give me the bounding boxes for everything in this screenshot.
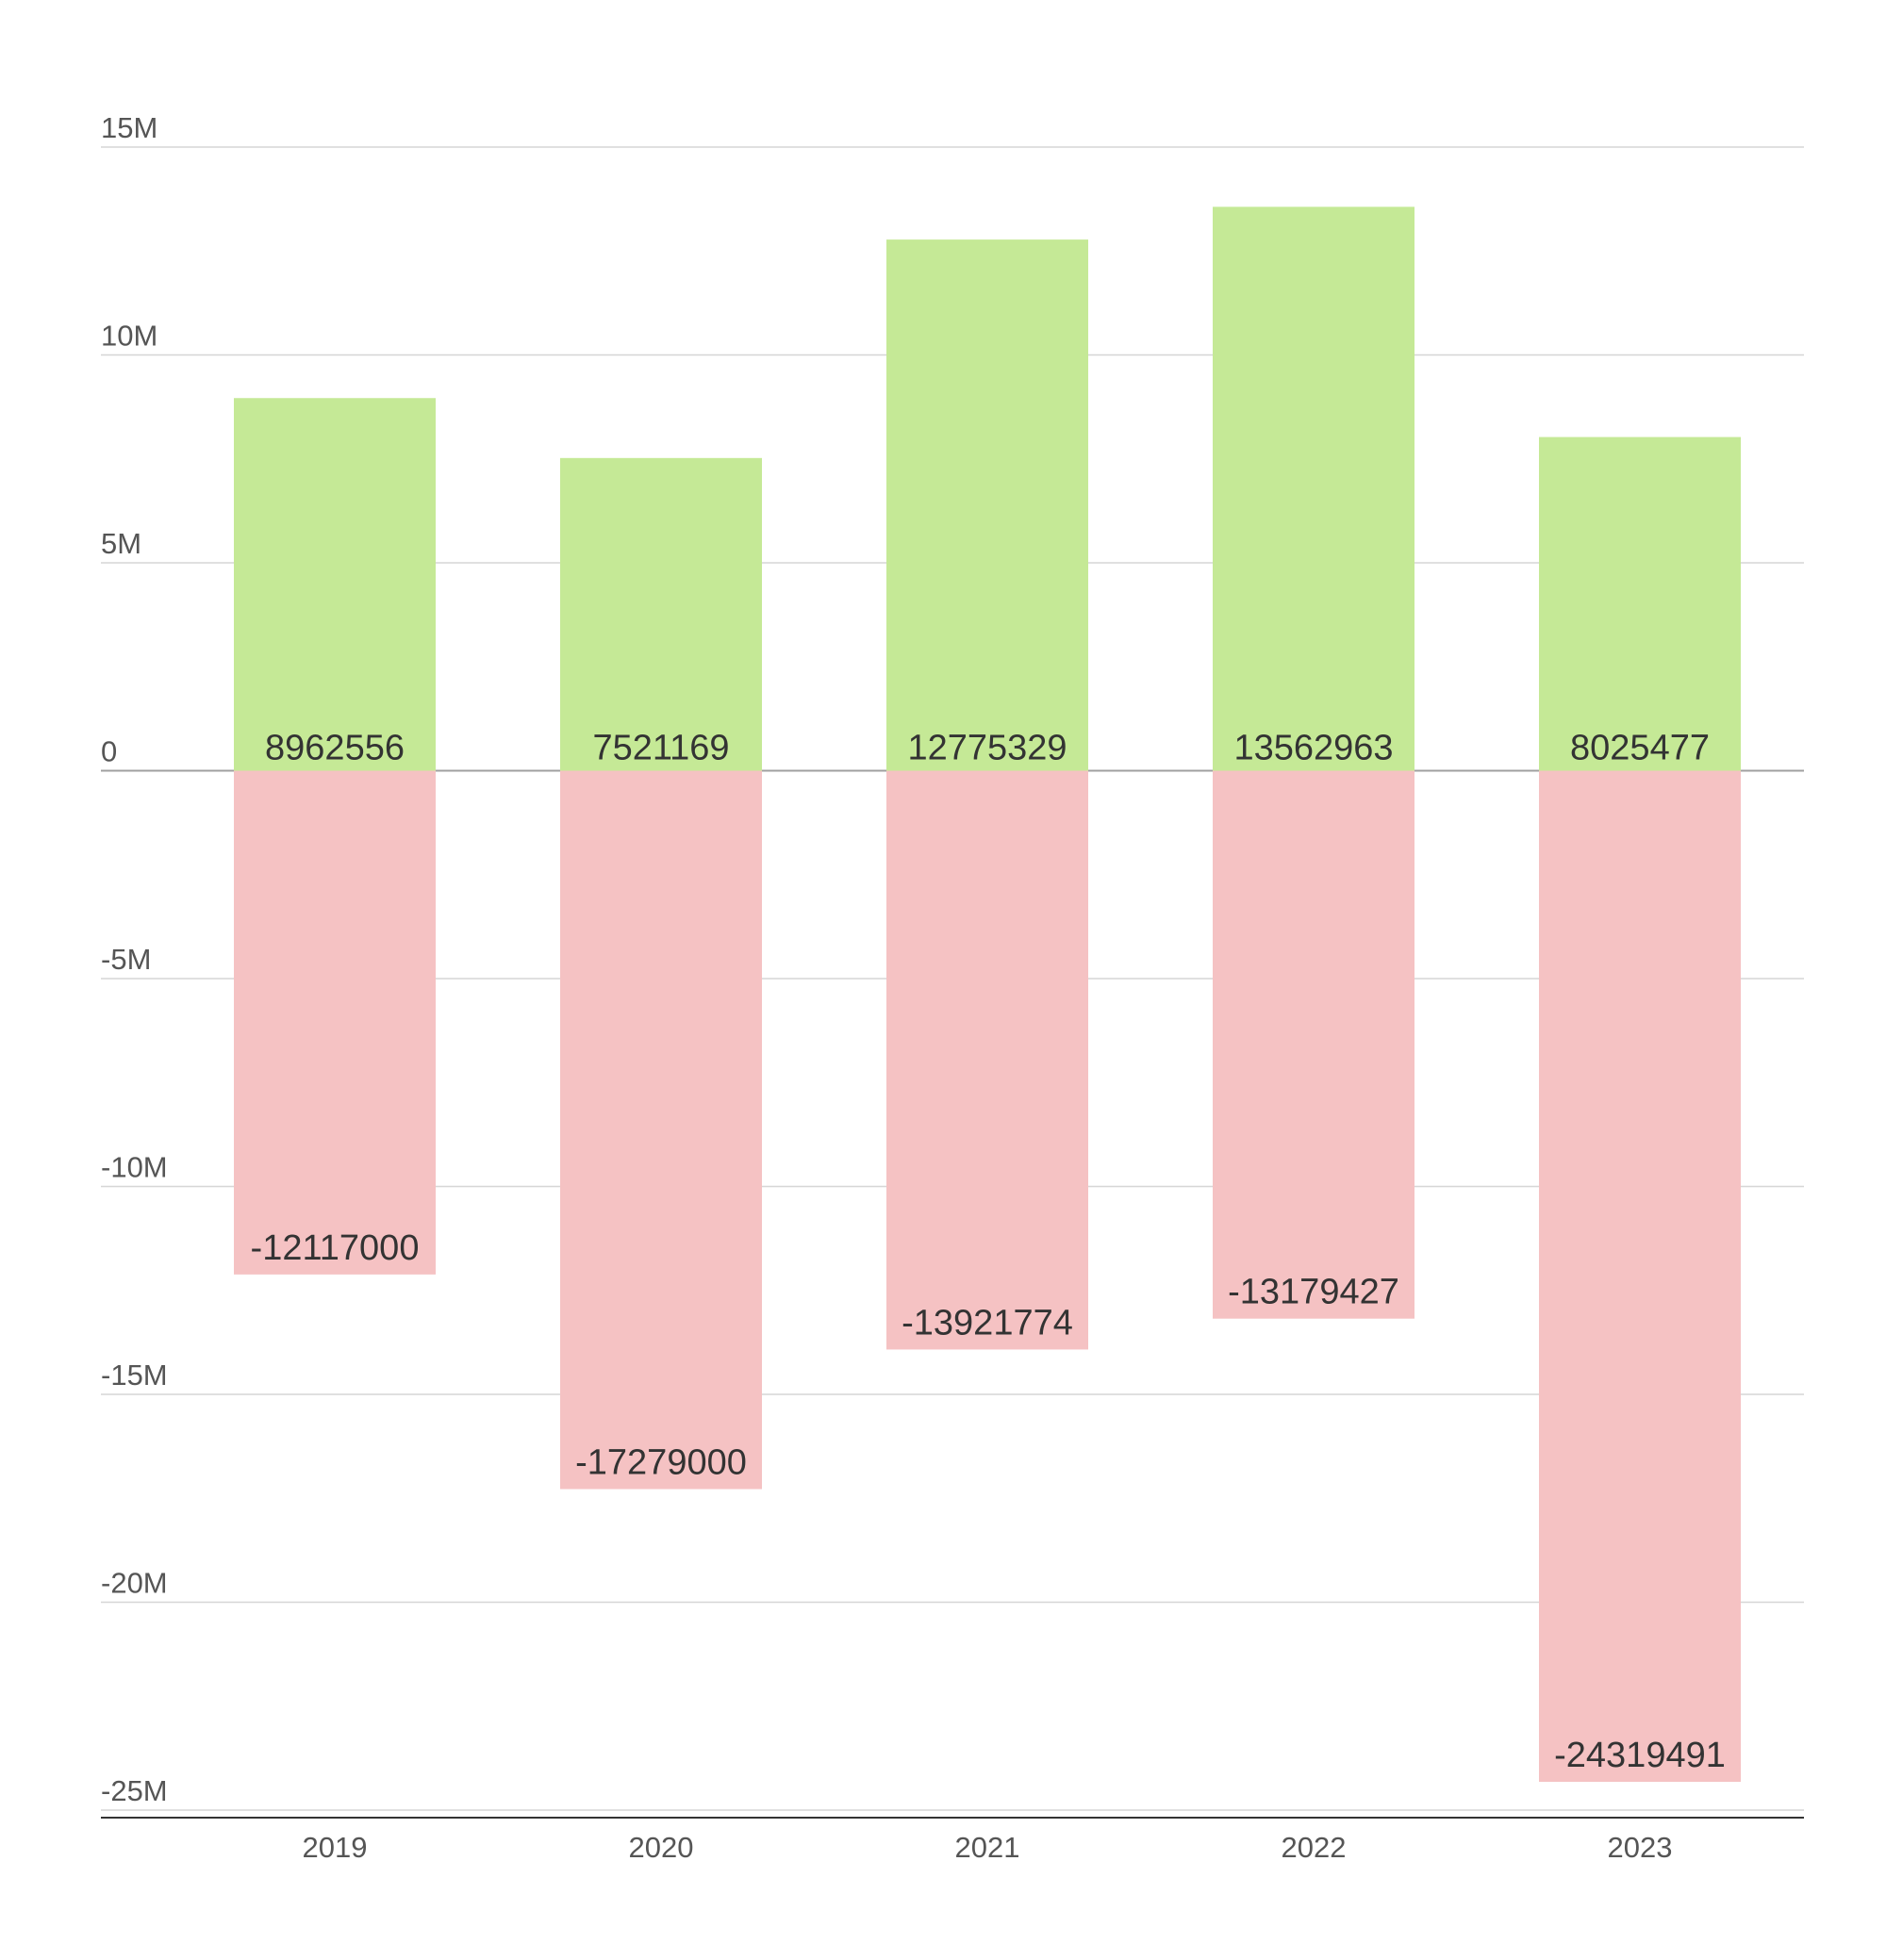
- y-tick-label: -20M: [101, 1567, 168, 1600]
- bar-negative: [1213, 770, 1414, 1319]
- x-tick-label: 2019: [303, 1831, 368, 1864]
- y-tick-label: 15M: [101, 111, 157, 144]
- bar-negative: [1539, 770, 1741, 1782]
- x-tick-label: 2020: [629, 1831, 694, 1864]
- data-label-negative: -13179427: [1228, 1273, 1399, 1312]
- bar-positive: [560, 457, 762, 771]
- bar-negative: [886, 770, 1088, 1350]
- bars: [234, 206, 1741, 1782]
- y-tick-label: -5M: [101, 943, 151, 976]
- bar-positive: [1213, 206, 1414, 771]
- data-label-negative: -17279000: [575, 1443, 747, 1483]
- bar-positive: [1539, 436, 1741, 771]
- x-tick-label: 2021: [955, 1831, 1020, 1864]
- data-label-positive: 8962556: [265, 729, 405, 768]
- bar-negative: [234, 770, 436, 1275]
- data-label-negative: -24319491: [1554, 1736, 1726, 1775]
- data-label-negative: -13921774: [902, 1303, 1073, 1342]
- data-label-negative: -12117000: [251, 1228, 420, 1268]
- x-tick-label: 2023: [1608, 1831, 1673, 1864]
- data-label-positive: 13562963: [1233, 729, 1393, 768]
- data-label-positive: 8025477: [1570, 729, 1710, 768]
- data-label-positive: 7521169: [592, 729, 729, 768]
- data-labels: 8962556 -12117000 7521169 -17279000 12775329…: [251, 729, 1726, 1775]
- y-tick-label: -10M: [101, 1151, 168, 1184]
- y-tick-label: -25M: [101, 1774, 168, 1807]
- bar-negative: [560, 770, 762, 1490]
- axes: 2019 2020 2021 2022 2023: [101, 1817, 1804, 1864]
- bar-positive: [234, 398, 436, 771]
- y-tick-label: -15M: [101, 1359, 168, 1392]
- y-tick-label: 5M: [101, 527, 141, 560]
- x-tick-label: 2022: [1282, 1831, 1347, 1864]
- y-tick-label: 10M: [101, 320, 157, 353]
- bar-positive: [886, 239, 1088, 771]
- data-label-positive: 12775329: [907, 729, 1067, 768]
- y-tick-label: 0: [101, 735, 117, 768]
